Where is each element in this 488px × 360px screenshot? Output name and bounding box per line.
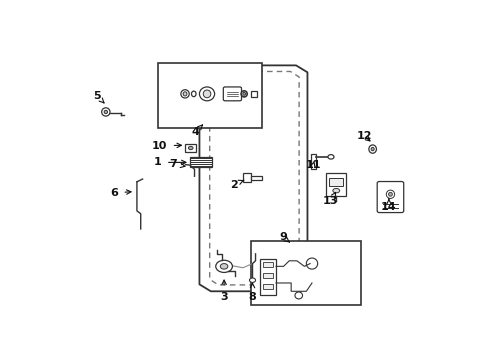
Ellipse shape — [102, 108, 110, 116]
Text: 12: 12 — [356, 131, 371, 141]
Bar — [250, 242, 360, 305]
Text: 4: 4 — [191, 125, 202, 137]
Bar — [189, 157, 211, 167]
Text: 7: 7 — [169, 159, 184, 169]
Bar — [263, 284, 272, 288]
Ellipse shape — [104, 110, 107, 114]
Text: 10: 10 — [152, 141, 181, 151]
Bar — [250, 176, 262, 180]
Ellipse shape — [386, 190, 394, 198]
Bar — [329, 177, 343, 186]
Circle shape — [215, 260, 232, 273]
Bar — [311, 154, 315, 169]
Text: 6: 6 — [110, 188, 131, 198]
Ellipse shape — [191, 91, 196, 96]
FancyBboxPatch shape — [223, 87, 241, 101]
Ellipse shape — [199, 87, 214, 101]
Text: 11: 11 — [305, 160, 320, 170]
Text: 2: 2 — [229, 180, 244, 190]
Text: 8: 8 — [248, 283, 256, 302]
Ellipse shape — [188, 146, 193, 150]
Ellipse shape — [203, 90, 210, 98]
Bar — [263, 262, 272, 267]
Text: 5: 5 — [93, 91, 104, 103]
Ellipse shape — [370, 148, 373, 151]
Circle shape — [327, 155, 333, 159]
Text: 14: 14 — [380, 199, 396, 212]
Ellipse shape — [388, 192, 391, 196]
Circle shape — [220, 264, 227, 269]
Text: 9: 9 — [278, 232, 289, 242]
Bar — [243, 174, 250, 182]
Bar — [326, 174, 346, 195]
Ellipse shape — [181, 90, 189, 98]
Ellipse shape — [332, 188, 339, 193]
Bar — [158, 63, 262, 128]
Bar — [185, 144, 196, 152]
Ellipse shape — [243, 93, 245, 95]
Bar — [263, 273, 272, 278]
Text: 13: 13 — [322, 193, 337, 206]
Ellipse shape — [368, 145, 376, 153]
Ellipse shape — [241, 91, 247, 97]
Circle shape — [249, 278, 255, 283]
Bar — [250, 91, 256, 97]
Text: 1: 1 — [154, 157, 185, 167]
Bar — [260, 260, 275, 296]
Ellipse shape — [183, 92, 186, 96]
FancyBboxPatch shape — [376, 181, 403, 212]
Text: 3: 3 — [220, 280, 227, 302]
